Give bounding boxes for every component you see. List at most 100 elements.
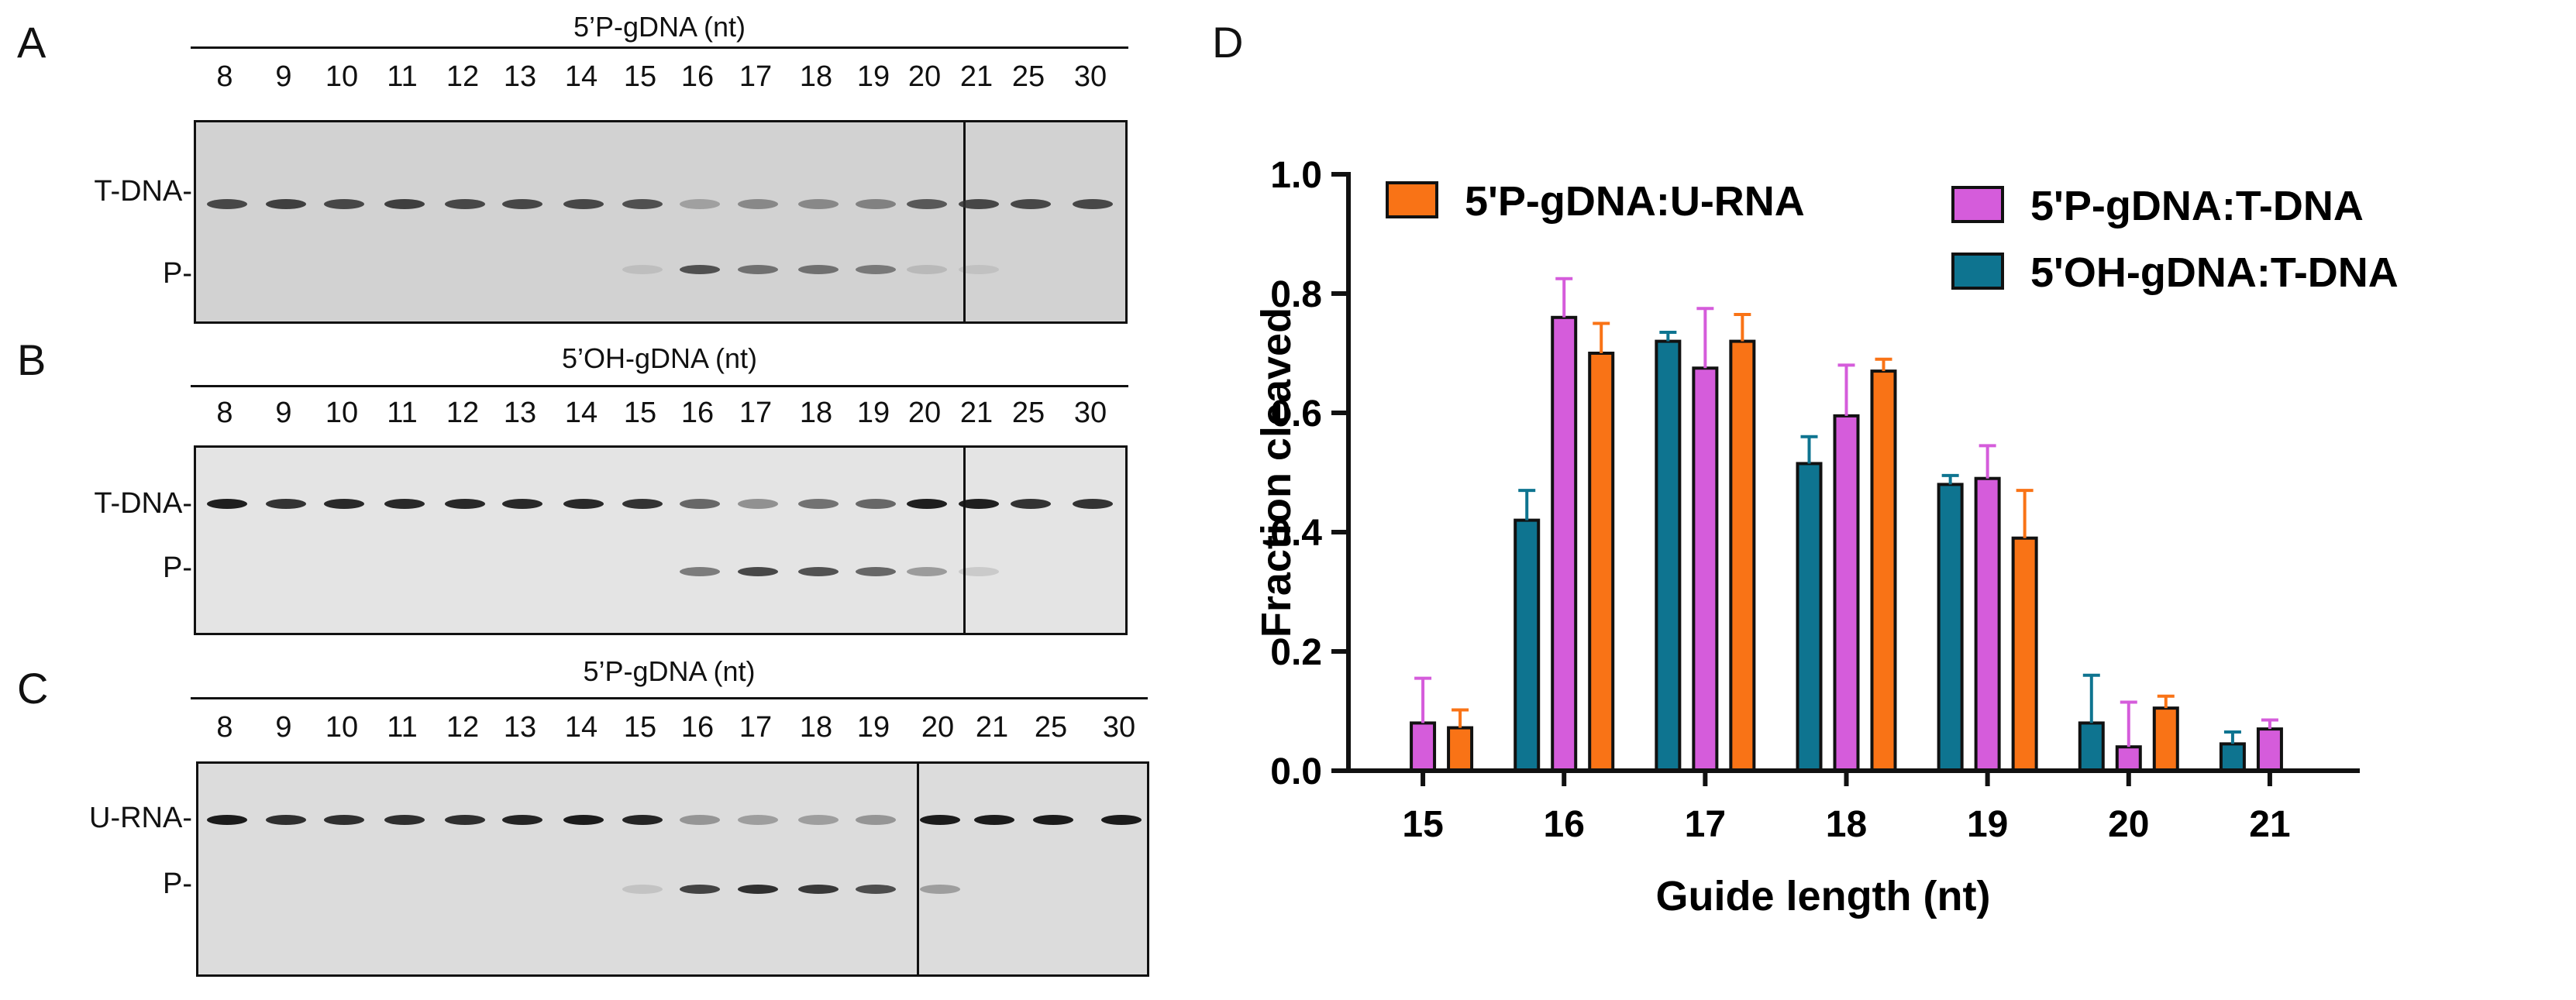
target-band — [959, 199, 999, 209]
legend-swatch — [1951, 186, 2004, 223]
lane-label: 14 — [564, 60, 598, 93]
lane-label: 8 — [216, 711, 233, 744]
lane-label: 11 — [387, 60, 418, 93]
target-band — [622, 815, 663, 825]
target-band — [798, 499, 839, 509]
y-tick-label: 1.0 — [1270, 155, 1322, 196]
target-band — [207, 199, 247, 209]
bar — [1410, 721, 1437, 773]
lane-label: 16 — [680, 60, 715, 93]
panel-c-title-rule — [191, 697, 1148, 699]
lane-label: 11 — [387, 397, 418, 429]
lane-label: 30 — [1073, 397, 1107, 429]
x-tick-label: 17 — [1685, 804, 1726, 845]
target-band — [445, 199, 485, 209]
bar — [2152, 706, 2179, 773]
product-band — [680, 567, 720, 576]
target-band — [502, 815, 542, 825]
lane-label: 14 — [564, 397, 598, 429]
product-band — [680, 265, 720, 274]
target-band — [266, 499, 306, 509]
x-axis-label: Guide length (nt) — [1656, 873, 1991, 919]
panel-c-letter: C — [17, 664, 49, 713]
lane-label: 21 — [959, 60, 994, 93]
target-band — [384, 815, 425, 825]
lane-label: 9 — [275, 397, 292, 429]
y-tick-label: 0.4 — [1270, 513, 1322, 554]
bar — [2078, 721, 2105, 773]
target-band — [324, 815, 364, 825]
lane-label: 21 — [975, 711, 1009, 744]
panel-b-product-label: P- — [163, 552, 192, 584]
target-band — [266, 199, 306, 209]
bar — [1514, 518, 1541, 772]
target-band — [207, 815, 247, 825]
lane-label: 18 — [799, 397, 833, 429]
bar — [2011, 536, 2038, 772]
gel-divider — [963, 448, 966, 633]
target-band — [738, 499, 778, 509]
target-band — [502, 199, 542, 209]
gel-divider — [963, 122, 966, 321]
lane-label: 18 — [799, 60, 833, 93]
target-band — [502, 499, 542, 509]
product-band — [856, 885, 896, 894]
y-axis-ticks: 0.0 0.2 0.4 0.6 0.8 1.0 — [1270, 155, 1348, 792]
product-band — [738, 265, 778, 274]
y-tick-label: 0.0 — [1270, 751, 1322, 792]
panel-d-letter: D — [1212, 18, 1244, 67]
bar — [2256, 727, 2283, 772]
target-band — [856, 199, 896, 209]
product-band — [856, 567, 896, 576]
product-band — [798, 567, 839, 576]
bar — [1796, 462, 1823, 772]
legend-swatch — [1386, 181, 1438, 218]
target-band — [680, 499, 720, 509]
lane-label: 20 — [907, 60, 942, 93]
x-tick-label: 21 — [2249, 804, 2290, 845]
target-band — [1101, 815, 1142, 825]
target-band — [445, 815, 485, 825]
y-tick-label: 0.6 — [1270, 393, 1322, 435]
target-band — [324, 499, 364, 509]
lane-label: 17 — [739, 397, 773, 429]
target-band — [384, 199, 425, 209]
bar — [2115, 745, 2142, 773]
target-band — [959, 499, 999, 509]
product-band — [856, 265, 896, 274]
product-band — [622, 265, 663, 274]
y-axis-label: Fraction cleaved — [1253, 308, 1300, 637]
target-band — [856, 815, 896, 825]
target-band — [324, 199, 364, 209]
lane-label: 21 — [959, 397, 994, 429]
lane-label: 15 — [623, 60, 657, 93]
lane-label: 8 — [216, 397, 233, 429]
lane-label: 30 — [1102, 711, 1136, 744]
lane-label: 15 — [623, 711, 657, 744]
lane-label: 16 — [680, 711, 715, 744]
lane-label: 30 — [1073, 60, 1107, 93]
product-band — [907, 567, 947, 576]
legend-swatch — [1951, 253, 2004, 290]
lane-label: 20 — [907, 397, 942, 429]
panel-c-gel — [196, 761, 1149, 977]
panel-a-target-label: T-DNA- — [94, 175, 192, 208]
target-band — [974, 815, 1014, 825]
panel-a-title: 5’P-gDNA (nt) — [573, 11, 746, 43]
bar — [1729, 339, 1756, 773]
bars — [1410, 277, 2283, 773]
x-axis-ticks: 15 16 17 18 19 20 21 — [1402, 771, 2291, 845]
bar — [1870, 369, 1897, 773]
lane-label: 11 — [387, 711, 418, 744]
target-band — [798, 815, 839, 825]
lane-label: 25 — [1011, 397, 1045, 429]
panel-d-bar-chart: 0.0 0.2 0.4 0.6 0.8 1.0 15 16 17 18 19 20 21 Fracti… — [1253, 155, 2399, 919]
bar — [1655, 339, 1682, 773]
lane-label: 9 — [275, 711, 292, 744]
lane-label: 12 — [446, 711, 480, 744]
product-band — [798, 265, 839, 274]
x-tick-label: 18 — [1826, 804, 1867, 845]
target-band — [856, 499, 896, 509]
lane-label: 14 — [564, 711, 598, 744]
target-band — [920, 815, 960, 825]
